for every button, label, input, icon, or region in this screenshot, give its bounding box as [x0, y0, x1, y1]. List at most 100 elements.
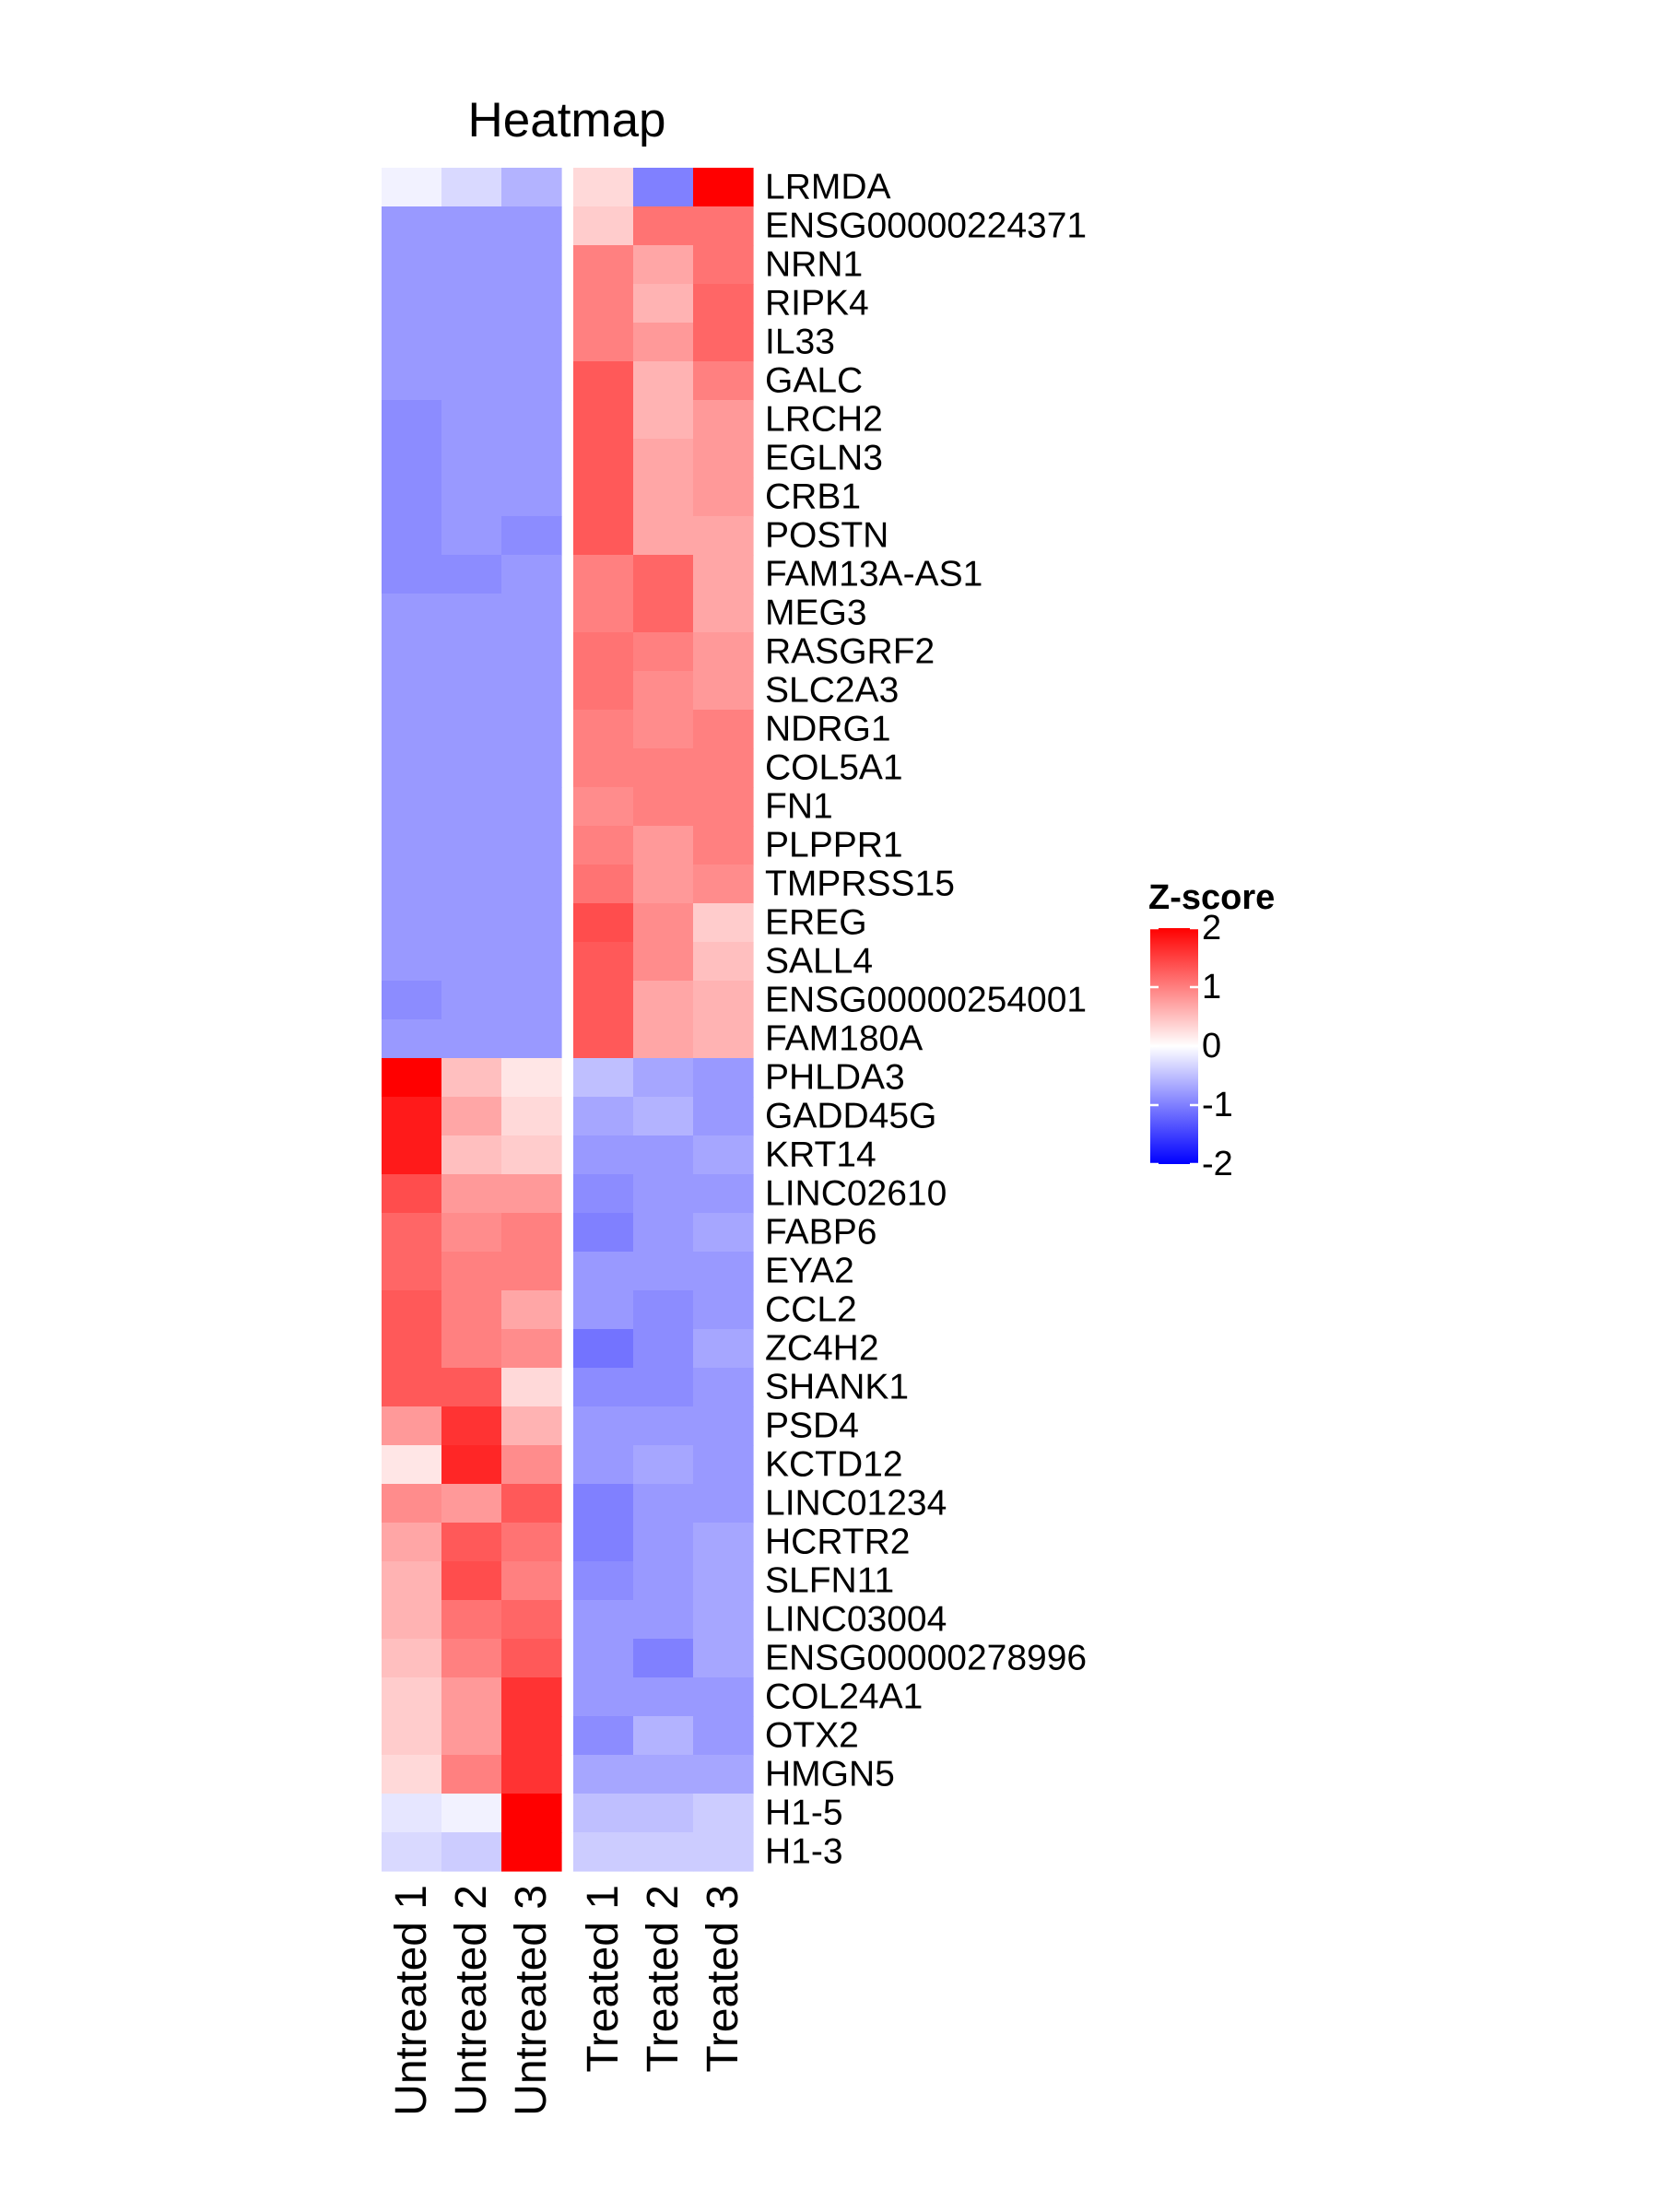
heatmap-cell-plppr1-treated-3 [693, 826, 754, 865]
heatmap-cell-ensg00000254001-untreated-1 [382, 981, 442, 1020]
heatmap-cell-ensg00000254001-treated-1 [573, 981, 634, 1020]
gene-label-rasgrf2: RASGRF2 [765, 632, 935, 672]
heatmap-cell-ensg00000278996-treated-1 [573, 1639, 634, 1678]
heatmap-cell-hmgn5-treated-2 [633, 1755, 694, 1794]
heatmap-cell-h1-5-untreated-1 [382, 1794, 442, 1833]
gene-label-nrn1: NRN1 [765, 245, 863, 285]
heatmap-cell-sall4-untreated-2 [441, 942, 502, 982]
heatmap-cell-eya2-treated-3 [693, 1252, 754, 1291]
heatmap-cell-tmprss15-treated-3 [693, 865, 754, 904]
heatmap-cell-tmprss15-untreated-2 [441, 865, 502, 904]
gene-label-ensg00000254001: ENSG00000254001 [765, 981, 1087, 1020]
heatmap-cell-fam13a-as1-treated-3 [693, 555, 754, 594]
heatmap-cell-sall4-treated-3 [693, 942, 754, 982]
heatmap-cell-fn1-untreated-3 [501, 787, 562, 827]
heatmap-cell-fam180a-treated-3 [693, 1019, 754, 1059]
heatmap-cell-gadd45g-treated-3 [693, 1097, 754, 1136]
legend-tick-label: -2 [1202, 1145, 1233, 1183]
heatmap-cell-ensg00000278996-untreated-2 [441, 1639, 502, 1678]
gene-label-egln3: EGLN3 [765, 439, 883, 478]
heatmap-cell-hmgn5-treated-3 [693, 1755, 754, 1794]
heatmap-cell-galc-untreated-2 [441, 361, 502, 401]
heatmap-cell-ensg00000254001-untreated-3 [501, 981, 562, 1020]
gene-labels: LRMDAENSG00000224371NRN1RIPK4IL33GALCLRC… [765, 168, 1087, 1872]
heatmap-cell-crb1-untreated-1 [382, 477, 442, 517]
heatmap-cell-gadd45g-treated-1 [573, 1097, 634, 1136]
heatmap-cell-otx2-untreated-3 [501, 1716, 562, 1756]
gene-label-linc01234: LINC01234 [765, 1484, 947, 1524]
heatmap-cell-krt14-treated-2 [633, 1135, 694, 1175]
heatmap-cell-ensg00000224371-untreated-1 [382, 206, 442, 246]
heatmap-cell-egln3-treated-2 [633, 439, 694, 478]
heatmap-cell-ripk4-untreated-3 [501, 284, 562, 324]
heatmap-cell-col24a1-untreated-3 [501, 1677, 562, 1717]
gene-label-hmgn5: HMGN5 [765, 1755, 895, 1794]
heatmap-cell-tmprss15-treated-2 [633, 865, 694, 904]
heatmap-cell-krt14-untreated-3 [501, 1135, 562, 1175]
heatmap-cell-ripk4-treated-2 [633, 284, 694, 324]
heatmap-cell-lrmda-treated-2 [633, 168, 694, 207]
heatmap-cell-egln3-treated-3 [693, 439, 754, 478]
heatmap-cell-meg3-treated-3 [693, 594, 754, 633]
heatmap-cell-linc01234-treated-3 [693, 1484, 754, 1524]
heatmap-cell-linc02610-treated-1 [573, 1174, 634, 1214]
heatmap-cell-slc2a3-untreated-2 [441, 671, 502, 711]
heatmap-cell-egln3-untreated-3 [501, 439, 562, 478]
gene-label-ensg00000224371: ENSG00000224371 [765, 206, 1087, 246]
heatmap-cell-galc-treated-2 [633, 361, 694, 401]
heatmap-cell-ensg00000224371-treated-1 [573, 206, 634, 246]
heatmap-cell-postn-treated-1 [573, 516, 634, 556]
heatmap-cell-otx2-untreated-2 [441, 1716, 502, 1756]
heatmap-cell-col5a1-treated-2 [633, 748, 694, 788]
heatmap-cell-crb1-untreated-3 [501, 477, 562, 517]
gene-label-krt14: KRT14 [765, 1135, 877, 1175]
heatmap-cell-lrch2-treated-3 [693, 400, 754, 440]
gene-label-ndrg1: NDRG1 [765, 710, 891, 749]
sample-label-untreated-2: Untreated 2 [447, 1885, 496, 2116]
heatmap-cell-eya2-untreated-3 [501, 1252, 562, 1291]
sample-label-treated-1: Treated 1 [579, 1885, 628, 2073]
heatmap-cell-linc03004-treated-3 [693, 1600, 754, 1640]
heatmap-cell-h1-3-untreated-3 [501, 1832, 562, 1872]
chart-title: Heatmap [467, 93, 665, 147]
heatmap-cell-zc4h2-treated-2 [633, 1329, 694, 1369]
heatmap-cell-ndrg1-treated-3 [693, 710, 754, 749]
heatmap-cell-lrch2-untreated-3 [501, 400, 562, 440]
legend-title: Z-score [1148, 878, 1275, 917]
heatmap-cell-ndrg1-treated-2 [633, 710, 694, 749]
heatmap-cell-linc01234-untreated-2 [441, 1484, 502, 1524]
heatmap-cell-il33-treated-2 [633, 323, 694, 362]
heatmap-cell-rasgrf2-untreated-3 [501, 632, 562, 672]
heatmap-cell-fam180a-treated-1 [573, 1019, 634, 1059]
gene-label-linc03004: LINC03004 [765, 1600, 947, 1640]
heatmap-cell-ereg-untreated-2 [441, 903, 502, 943]
gene-label-psd4: PSD4 [765, 1406, 859, 1446]
heatmap-cell-linc01234-treated-1 [573, 1484, 634, 1524]
gene-label-linc02610: LINC02610 [765, 1174, 947, 1214]
heatmap-cell-ensg00000224371-treated-2 [633, 206, 694, 246]
heatmap-cell-lrmda-treated-1 [573, 168, 634, 207]
heatmap-cell-fn1-treated-1 [573, 787, 634, 827]
heatmap-cell-hmgn5-treated-1 [573, 1755, 634, 1794]
heatmap-cell-galc-untreated-3 [501, 361, 562, 401]
heatmap-cell-slc2a3-untreated-3 [501, 671, 562, 711]
heatmap-cell-ccl2-untreated-3 [501, 1290, 562, 1330]
heatmap-cell-ereg-treated-1 [573, 903, 634, 943]
heatmap-cell-ensg00000224371-treated-3 [693, 206, 754, 246]
heatmap-cell-plppr1-untreated-2 [441, 826, 502, 865]
heatmap-cell-lrch2-treated-2 [633, 400, 694, 440]
gene-label-ensg00000278996: ENSG00000278996 [765, 1639, 1087, 1678]
heatmap-cell-tmprss15-untreated-1 [382, 865, 442, 904]
heatmap-cell-ensg00000278996-untreated-1 [382, 1639, 442, 1678]
heatmap-cell-kctd12-treated-1 [573, 1445, 634, 1485]
heatmap-cell-psd4-treated-1 [573, 1406, 634, 1446]
heatmap-cell-nrn1-untreated-1 [382, 245, 442, 285]
heatmap-cell-ensg00000254001-treated-2 [633, 981, 694, 1020]
heatmap-cell-linc03004-untreated-3 [501, 1600, 562, 1640]
heatmap-cell-meg3-untreated-2 [441, 594, 502, 633]
heatmap-cell-linc03004-untreated-1 [382, 1600, 442, 1640]
gene-label-postn: POSTN [765, 516, 888, 556]
heatmap-cell-nrn1-untreated-2 [441, 245, 502, 285]
heatmap-cell-egln3-untreated-1 [382, 439, 442, 478]
gene-label-ereg: EREG [765, 903, 867, 943]
